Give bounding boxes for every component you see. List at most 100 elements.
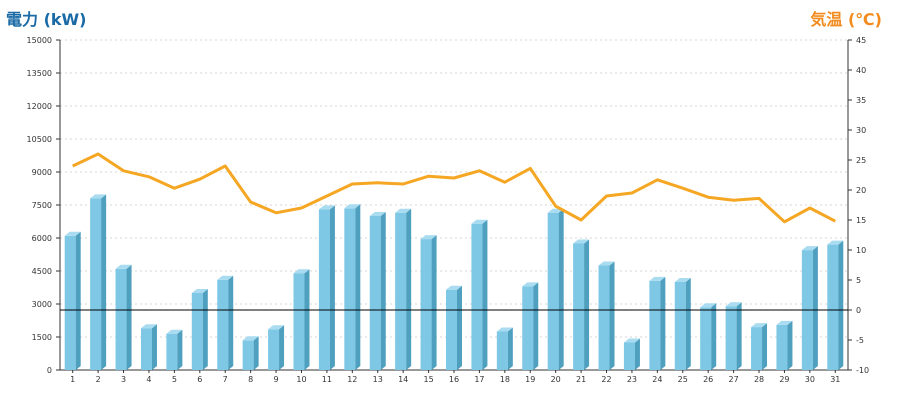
bar-side bbox=[304, 269, 310, 370]
x-tick-label: 1 bbox=[70, 375, 75, 384]
bar-side bbox=[177, 329, 183, 370]
bar-front bbox=[700, 307, 712, 370]
bar-side bbox=[736, 302, 742, 370]
bar-side bbox=[584, 239, 590, 370]
bar-side bbox=[482, 219, 488, 370]
bar-front bbox=[751, 327, 763, 370]
right-tick-label: 25 bbox=[856, 156, 866, 165]
bar-top bbox=[776, 320, 793, 325]
left-tick-label: 13500 bbox=[27, 69, 52, 78]
bar-front bbox=[395, 212, 407, 370]
bar-side bbox=[329, 205, 335, 370]
bar-front bbox=[64, 235, 76, 370]
x-tick-label: 14 bbox=[398, 375, 408, 384]
left-tick-label: 7500 bbox=[32, 201, 52, 210]
bar-top bbox=[64, 231, 81, 236]
left-tick-label: 9000 bbox=[32, 168, 52, 177]
x-tick-label: 29 bbox=[779, 375, 789, 384]
bar-top bbox=[344, 204, 361, 209]
bar-top bbox=[318, 205, 335, 210]
bar-side bbox=[711, 303, 717, 370]
bar-side bbox=[431, 235, 437, 370]
bar-side bbox=[812, 246, 818, 370]
x-tick-label: 6 bbox=[197, 375, 202, 384]
bar-front bbox=[446, 289, 457, 370]
right-axis-title: 気温 (℃) bbox=[810, 10, 882, 29]
bar-front bbox=[369, 216, 381, 370]
right-tick-label: 35 bbox=[856, 96, 866, 105]
bar-side bbox=[609, 261, 615, 370]
bar-side bbox=[457, 285, 462, 370]
bar-front bbox=[318, 209, 330, 370]
bar-front bbox=[725, 306, 737, 370]
right-tick-label: 40 bbox=[856, 66, 866, 75]
x-tick-label: 18 bbox=[500, 375, 510, 384]
bar-front bbox=[420, 239, 432, 370]
x-tick-label: 4 bbox=[146, 375, 151, 384]
bar-top bbox=[827, 240, 844, 245]
bar-front bbox=[496, 331, 508, 370]
x-tick-label: 7 bbox=[223, 375, 228, 384]
bar-top bbox=[446, 285, 462, 290]
bar-front bbox=[598, 265, 610, 370]
right-tick-label: -5 bbox=[856, 336, 864, 345]
bar-top bbox=[217, 275, 234, 280]
x-tick-label: 10 bbox=[296, 375, 306, 384]
bar-side bbox=[151, 324, 157, 370]
right-tick-label: 20 bbox=[856, 186, 866, 195]
bar-top bbox=[573, 239, 590, 244]
left-tick-label: 15000 bbox=[27, 36, 52, 45]
bar-front bbox=[140, 328, 152, 370]
x-tick-label: 25 bbox=[678, 375, 688, 384]
left-tick-label: 4500 bbox=[32, 267, 52, 276]
right-tick-label: 5 bbox=[856, 276, 861, 285]
bar-side bbox=[838, 240, 844, 370]
right-tick-label: 0 bbox=[856, 306, 861, 315]
right-tick-label: 45 bbox=[856, 36, 866, 45]
bar-front bbox=[191, 293, 203, 370]
bar-front bbox=[90, 198, 102, 370]
bar-side bbox=[660, 276, 666, 370]
bar-front bbox=[115, 268, 127, 370]
x-tick-label: 26 bbox=[703, 375, 713, 384]
left-axis-title: 電力 (kW) bbox=[6, 10, 87, 29]
bar-side bbox=[406, 208, 412, 370]
bar-top bbox=[801, 246, 818, 251]
x-tick-label: 20 bbox=[551, 375, 561, 384]
left-tick-label: 1500 bbox=[32, 333, 52, 342]
bar-top bbox=[496, 327, 513, 332]
x-tick-label: 23 bbox=[627, 375, 637, 384]
x-tick-label: 28 bbox=[754, 375, 764, 384]
x-tick-label: 19 bbox=[525, 375, 535, 384]
bar-front bbox=[217, 279, 229, 370]
x-tick-label: 15 bbox=[423, 375, 433, 384]
x-tick-label: 30 bbox=[805, 375, 815, 384]
bar-side bbox=[279, 325, 285, 370]
x-tick-label: 24 bbox=[652, 375, 662, 384]
bar-top bbox=[268, 325, 285, 330]
bar-front bbox=[827, 244, 839, 370]
bar-top bbox=[166, 329, 183, 334]
bar-top bbox=[674, 278, 691, 282]
bar-side bbox=[380, 212, 386, 370]
bar-front bbox=[547, 212, 559, 370]
bar-side bbox=[228, 275, 234, 370]
bar-front bbox=[344, 208, 356, 370]
x-tick-label: 22 bbox=[601, 375, 611, 384]
bar-front bbox=[776, 324, 788, 370]
left-tick-label: 0 bbox=[47, 366, 52, 375]
bar-front bbox=[649, 280, 661, 370]
right-tick-label: 30 bbox=[856, 126, 866, 135]
bar-side bbox=[126, 264, 132, 370]
bar-front bbox=[293, 273, 305, 370]
bar-top bbox=[395, 208, 412, 213]
bar-top bbox=[598, 261, 615, 266]
x-tick-label: 5 bbox=[172, 375, 177, 384]
bar-side bbox=[787, 320, 793, 370]
bar-side bbox=[634, 338, 640, 370]
right-tick-label: -10 bbox=[856, 366, 869, 375]
x-tick-label: 2 bbox=[96, 375, 101, 384]
x-tick-label: 27 bbox=[729, 375, 739, 384]
